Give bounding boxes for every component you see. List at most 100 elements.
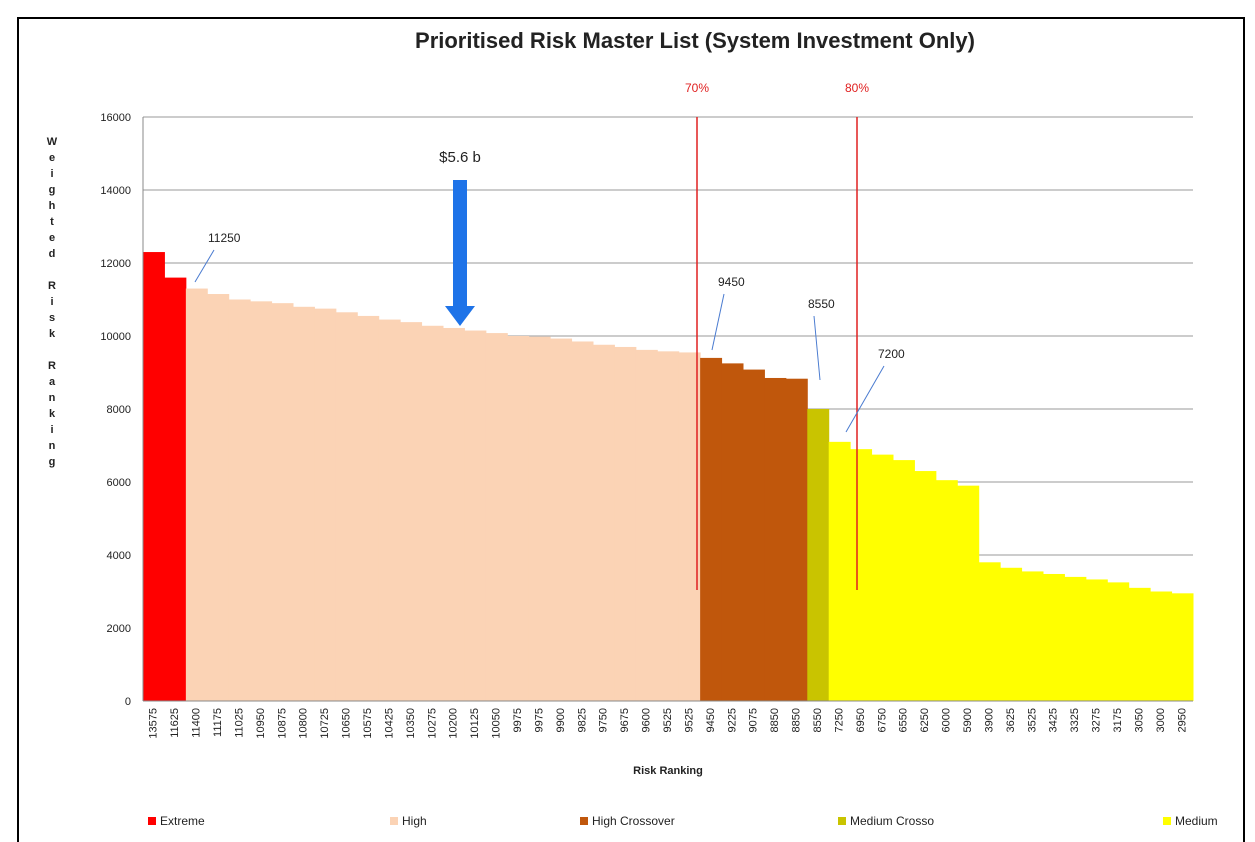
legend-swatch (148, 817, 156, 825)
x-tick-label: 9225 (726, 708, 738, 732)
bar (743, 369, 765, 701)
bar (635, 349, 658, 701)
x-tick-label: 10425 (383, 708, 395, 739)
bar (357, 315, 380, 701)
x-tick-label: 10350 (405, 708, 417, 739)
legend-swatch (1163, 817, 1171, 825)
x-tick-label: 3625 (1005, 708, 1017, 732)
x-tick-label: 6550 (898, 708, 910, 732)
reference-label: 80% (845, 81, 869, 95)
x-tick-label: 3425 (1048, 708, 1060, 732)
legend-label: Medium Crosso (850, 814, 934, 828)
y-tick-label: 4000 (107, 550, 131, 562)
x-tick-label: 10800 (298, 708, 310, 739)
bar (935, 480, 958, 701)
x-tick-label: 10200 (448, 708, 460, 739)
y-tick-label: 10000 (100, 331, 131, 343)
x-tick-label: 8850 (769, 708, 781, 732)
bar (828, 441, 851, 701)
bar (593, 344, 615, 701)
legend-swatch (390, 817, 398, 825)
x-tick-label: 10575 (362, 708, 374, 739)
x-tick-label: 3900 (983, 708, 995, 732)
bar (1000, 567, 1023, 701)
x-tick-label: 11175 (212, 708, 224, 737)
reference-label: 70% (685, 81, 709, 95)
bar (1150, 591, 1173, 701)
x-tick-label: 2950 (1176, 708, 1188, 732)
x-tick-label: 9750 (598, 708, 610, 732)
x-tick-label: 6750 (876, 708, 888, 732)
bar (764, 377, 787, 701)
x-tick-label: 3325 (1069, 708, 1081, 732)
callout-label: 8550 (808, 297, 835, 311)
x-tick-label: 8550 (812, 708, 824, 732)
legend-swatch (838, 817, 846, 825)
bar (293, 306, 315, 701)
bar (314, 308, 337, 701)
bar (228, 299, 251, 701)
bar (1064, 576, 1087, 701)
bar (185, 288, 208, 701)
callout-arrow (845, 365, 885, 433)
arrow-shaft (453, 180, 467, 308)
callout-label: 9450 (718, 275, 745, 289)
x-tick-label: 3525 (1026, 708, 1038, 732)
y-axis-label: Weighted Risk Ranking (46, 136, 58, 472)
x-tick-label: 9975 (533, 708, 545, 732)
x-tick-label: 8850 (791, 708, 803, 732)
x-tick-label: 6950 (855, 708, 867, 732)
bar (700, 357, 723, 701)
y-tick-label: 0 (125, 696, 131, 708)
bar (207, 294, 230, 701)
x-tick-label: 10050 (491, 708, 503, 739)
bar (378, 319, 401, 701)
y-tick-label: 16000 (100, 112, 131, 124)
bar (464, 330, 487, 701)
y-tick-label: 12000 (100, 258, 131, 270)
x-tick-label: 9825 (576, 708, 588, 732)
callout-arrow (194, 249, 215, 283)
x-tick-label: 10725 (319, 708, 331, 739)
x-tick-label: 3050 (1133, 708, 1145, 732)
x-axis-label: Risk Ranking (633, 765, 703, 777)
x-tick-label: 10650 (341, 708, 353, 739)
x-tick-label: 9450 (705, 708, 717, 732)
x-tick-label: 11625 (169, 708, 181, 738)
bar (443, 327, 465, 701)
bar (271, 303, 294, 701)
x-tick-label: 3175 (1112, 708, 1124, 732)
x-tick-label: 3275 (1091, 708, 1103, 732)
callout-arrow (813, 315, 821, 381)
bar (785, 378, 808, 701)
bar (1085, 579, 1108, 701)
x-tick-label: 13575 (148, 708, 160, 739)
bar (528, 336, 551, 701)
bar (164, 277, 187, 701)
legend-label: Medium (1175, 814, 1218, 828)
bar (850, 449, 873, 701)
y-tick-label: 2000 (107, 623, 131, 635)
bar (807, 409, 830, 701)
callout-label: 7200 (878, 347, 905, 361)
bar (1021, 571, 1044, 701)
x-tick-label: 6000 (941, 708, 953, 732)
frame (17, 17, 1245, 842)
x-tick-label: 11025 (233, 708, 245, 738)
callout-arrow (711, 293, 725, 351)
chart-title: Prioritised Risk Master List (System Inv… (415, 28, 975, 53)
bar (335, 312, 358, 701)
bar (400, 322, 423, 701)
bar (678, 352, 701, 701)
bar (657, 351, 680, 701)
x-tick-label: 10875 (276, 708, 288, 739)
bar (421, 325, 444, 701)
bar (721, 363, 744, 701)
legend-swatch (580, 817, 588, 825)
x-tick-label: 9525 (662, 708, 674, 732)
bar (893, 460, 915, 701)
legend-label: High (402, 814, 427, 828)
y-tick-label: 6000 (107, 477, 131, 489)
cost-label: $5.6 b (439, 149, 481, 166)
